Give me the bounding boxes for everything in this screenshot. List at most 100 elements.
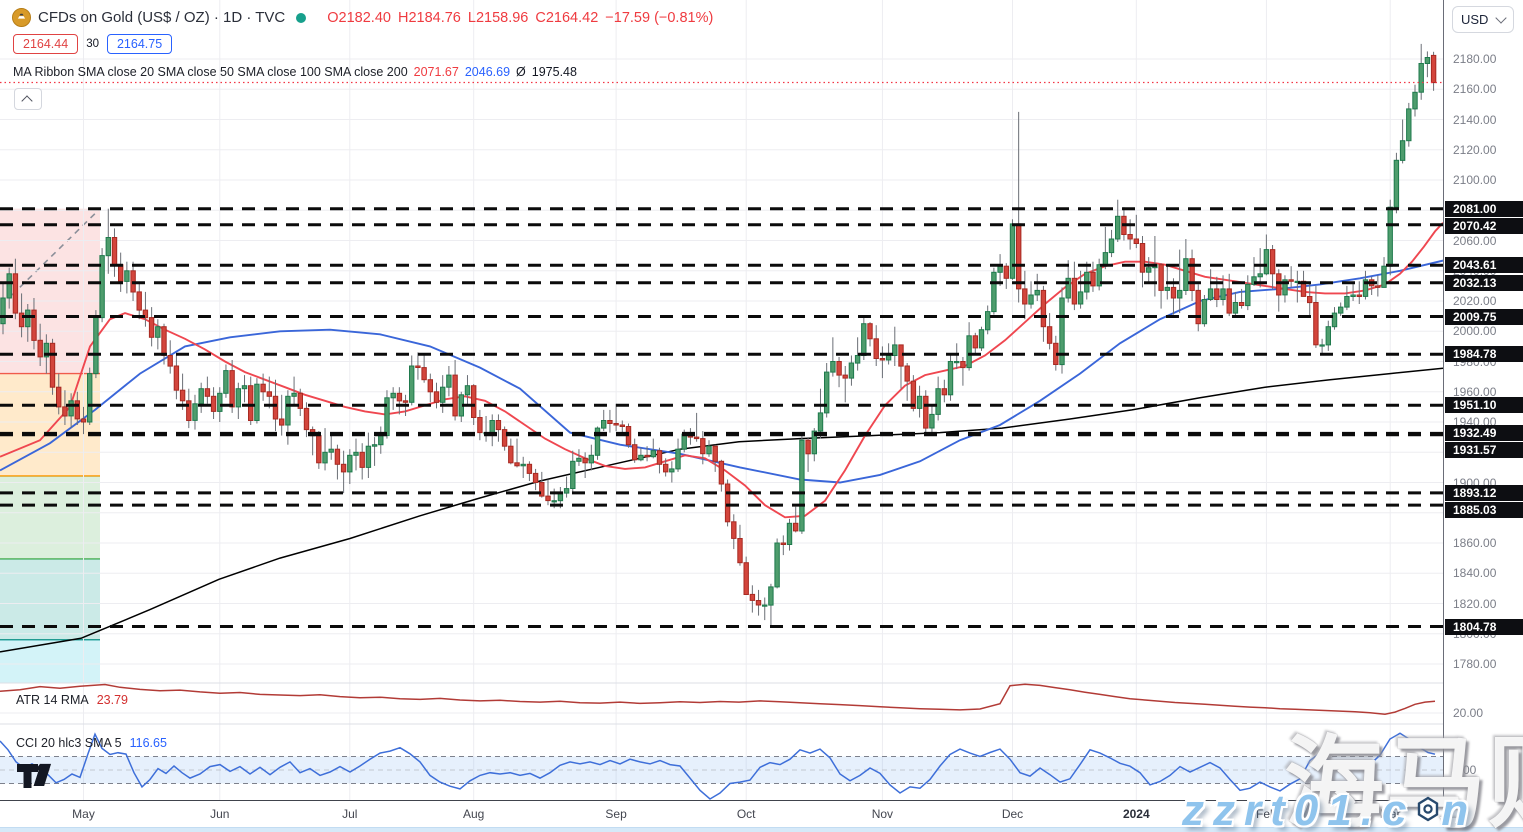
- zone-rect: [0, 639, 100, 683]
- atr-value: 23.79: [96, 693, 128, 707]
- candle-body: [148, 317, 155, 338]
- candle-body: [124, 270, 130, 282]
- candle-body: [303, 407, 310, 431]
- candle-body: [594, 427, 601, 456]
- candle-body: [805, 439, 811, 455]
- price-level-badge: 2070.42: [1445, 217, 1523, 234]
- price-axis[interactable]: USD 2180.00 2160.00 2140.00 2120.00 2100.00 2…: [1443, 0, 1523, 827]
- candle-body: [217, 392, 223, 412]
- candle-body: [1412, 91, 1418, 110]
- ma-ribbon-title[interactable]: MA Ribbon SMA close 20 SMA close 50 SMA …: [13, 65, 408, 79]
- buy-button[interactable]: 2164.75: [106, 34, 173, 54]
- time-axis-label[interactable]: Mar: [1379, 807, 1401, 821]
- candle-body: [1393, 159, 1400, 208]
- candle-body: [1282, 279, 1288, 296]
- candle-body: [786, 522, 793, 545]
- candle-body: [415, 365, 421, 368]
- time-axis-label[interactable]: Oct: [736, 807, 756, 821]
- candle-body: [402, 400, 409, 403]
- candle-body: [644, 454, 650, 458]
- candle-body: [929, 413, 935, 429]
- candle-body: [409, 365, 415, 403]
- ohlc-values: O2182.40 H2184.76 L2158.96 C2164.42 −17.…: [327, 9, 714, 26]
- candle-body: [371, 444, 378, 447]
- candle-body: [49, 342, 56, 388]
- candle-body: [1350, 294, 1356, 297]
- candle-body: [489, 420, 495, 434]
- time-axis-label[interactable]: May: [72, 807, 95, 821]
- candle-body: [111, 237, 118, 266]
- chart-canvas[interactable]: [0, 0, 1443, 832]
- candle-body: [663, 463, 669, 473]
- price-tick-label: 1960.00: [1453, 384, 1497, 399]
- atr-legend: ATR 14 RMA 23.79: [16, 693, 128, 707]
- candle-body: [532, 472, 539, 483]
- candle-body: [316, 435, 322, 464]
- time-axis-label[interactable]: Feb: [1256, 807, 1277, 821]
- candle-body: [1158, 264, 1164, 291]
- candle-body: [885, 355, 892, 361]
- candle-body: [793, 522, 799, 532]
- candle-body: [526, 463, 533, 474]
- sma200-value: 1975.48: [531, 65, 577, 79]
- candle-body: [514, 462, 520, 467]
- currency-dropdown[interactable]: USD: [1452, 6, 1514, 33]
- price-level-badge: 2032.13: [1445, 274, 1523, 291]
- candle-body: [384, 397, 390, 437]
- price-level-badge: 2043.61: [1445, 257, 1523, 274]
- cci-legend: CCI 20 hlc3 SMA 5 116.65: [16, 736, 167, 750]
- candle-body: [1325, 326, 1331, 346]
- candle-body: [452, 374, 458, 417]
- zone-rect: [0, 476, 100, 559]
- candle-body: [173, 365, 180, 391]
- sell-button[interactable]: 2164.44: [13, 34, 79, 54]
- candle-body: [997, 265, 1003, 273]
- candle-body: [136, 291, 142, 311]
- candle-body: [508, 445, 514, 464]
- candle-body: [1115, 215, 1121, 240]
- symbol-title[interactable]: CFDs on Gold (US$ / OZ) · 1D · TVC: [38, 9, 286, 26]
- candle-body: [1418, 63, 1424, 93]
- price-tick-label: 1820.00: [1453, 596, 1497, 611]
- candle-body: [427, 379, 434, 393]
- candle-body: [916, 395, 923, 409]
- candle-body: [1065, 277, 1071, 299]
- candle-body: [706, 445, 712, 455]
- main-chart[interactable]: [0, 0, 1443, 832]
- candle-body: [260, 383, 266, 393]
- atr-title[interactable]: ATR 14 RMA: [16, 693, 89, 707]
- time-axis-label[interactable]: Jul: [342, 807, 358, 821]
- cci-title[interactable]: CCI 20 hlc3 SMA 5: [16, 736, 122, 750]
- price-level-badge: 1932.49: [1445, 425, 1523, 442]
- time-axis-label[interactable]: Nov: [871, 807, 894, 821]
- candle-body: [724, 483, 731, 523]
- price-level-badge: 2081.00: [1445, 200, 1523, 217]
- ma-lines: [0, 222, 1443, 653]
- gold-coin-icon: [12, 8, 31, 27]
- atr-axis-tick: 20.00: [1453, 706, 1484, 720]
- candle-body: [1387, 206, 1393, 267]
- candle-body: [854, 355, 861, 364]
- tradingview-logo[interactable]: [17, 763, 53, 789]
- candle-body: [607, 420, 613, 424]
- candle-body: [966, 335, 972, 369]
- time-axis-label[interactable]: Aug: [463, 807, 485, 821]
- candle-body: [446, 374, 452, 388]
- time-axis-label[interactable]: Jun: [210, 807, 230, 821]
- candle-body: [1263, 249, 1270, 275]
- time-axis[interactable]: May Jun Jul Aug Sep Oct Nov Dec 2024 Feb Mar: [0, 800, 1523, 828]
- candle-body: [681, 433, 687, 450]
- time-axis-label[interactable]: Dec: [1001, 807, 1024, 821]
- candle-body: [241, 385, 248, 390]
- time-axis-label[interactable]: 2024: [1122, 807, 1150, 821]
- candle-body: [62, 406, 68, 417]
- candle-body: [390, 392, 396, 399]
- time-axis-label[interactable]: Sep: [605, 807, 627, 821]
- candle-body: [105, 237, 111, 257]
- symbol-legend: CFDs on Gold (US$ / OZ) · 1D · TVC O2182…: [12, 8, 713, 27]
- candle-body: [12, 273, 19, 314]
- candle-body: [570, 460, 576, 489]
- candle-body: [1102, 252, 1109, 266]
- candle-body: [18, 312, 25, 328]
- collapse-indicators-button[interactable]: [14, 88, 42, 110]
